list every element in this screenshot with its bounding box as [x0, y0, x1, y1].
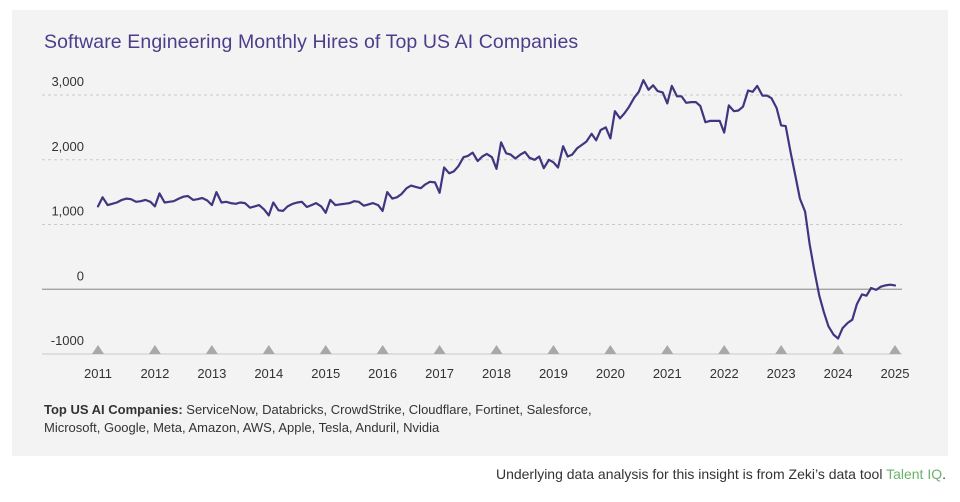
x-axis-marker: [490, 345, 503, 354]
y-tick-labels: 3,000 2,000 1,000 0 -1000: [51, 74, 84, 348]
x-axis-markers: [92, 345, 901, 354]
x-tick-label: 2019: [539, 366, 568, 381]
x-tick-label: 2015: [311, 366, 340, 381]
companies-list: ServiceNow, Databricks, CrowdStrike, Clo…: [44, 402, 592, 435]
x-tick-label: 2014: [254, 366, 283, 381]
x-tick-label: 2023: [767, 366, 796, 381]
companies-label: Top US AI Companies:: [44, 402, 183, 417]
x-axis-marker: [718, 345, 731, 354]
talent-iq-link[interactable]: Talent IQ: [886, 466, 943, 482]
x-axis-marker: [433, 345, 446, 354]
x-axis-marker: [319, 345, 332, 354]
x-tick-label: 2025: [881, 366, 910, 381]
x-axis-marker: [376, 345, 389, 354]
series-line-0: [96, 79, 897, 340]
x-axis-marker: [604, 345, 617, 354]
footer-note: Underlying data analysis for this insigh…: [496, 466, 946, 482]
x-tick-label: 2024: [824, 366, 853, 381]
x-axis-marker: [661, 345, 674, 354]
y-tick-label: 3,000: [51, 74, 84, 89]
x-axis-marker: [889, 345, 901, 354]
y-tick-label: 0: [77, 268, 84, 283]
y-tick-label: 2,000: [51, 139, 84, 154]
x-axis-marker: [775, 345, 788, 354]
x-tick-label: 2021: [653, 366, 682, 381]
footer-text: Underlying data analysis for this insigh…: [495, 466, 887, 482]
x-tick-label: 2012: [140, 366, 169, 381]
x-axis-marker: [547, 345, 560, 354]
x-tick-label: 2011: [84, 366, 112, 381]
x-axis-marker: [832, 345, 845, 354]
y-tick-label: -1000: [51, 333, 84, 348]
x-axis-marker: [92, 345, 104, 354]
x-tick-label: 2020: [596, 366, 625, 381]
x-tick-label: 2016: [368, 366, 397, 381]
companies-note: Top US AI Companies: ServiceNow, Databri…: [44, 401, 604, 437]
series-layer: [96, 79, 897, 340]
x-tick-labels: 2011 2012 2013 2014 2015 2016 2017 2018 2019 2020…: [84, 366, 909, 381]
x-axis-marker: [262, 345, 275, 354]
x-tick-label: 2013: [197, 366, 226, 381]
y-tick-label: 1,000: [51, 204, 84, 219]
x-tick-label: 2018: [482, 366, 511, 381]
chart-title: Software Engineering Monthly Hires of To…: [44, 31, 579, 53]
x-axis-marker: [205, 345, 218, 354]
x-axis-marker: [148, 345, 161, 354]
x-tick-label: 2022: [710, 366, 739, 381]
grid-lines: [42, 94, 902, 355]
footer-period: .: [942, 466, 946, 482]
x-tick-label: 2017: [425, 366, 454, 381]
chart-panel: [12, 10, 948, 456]
